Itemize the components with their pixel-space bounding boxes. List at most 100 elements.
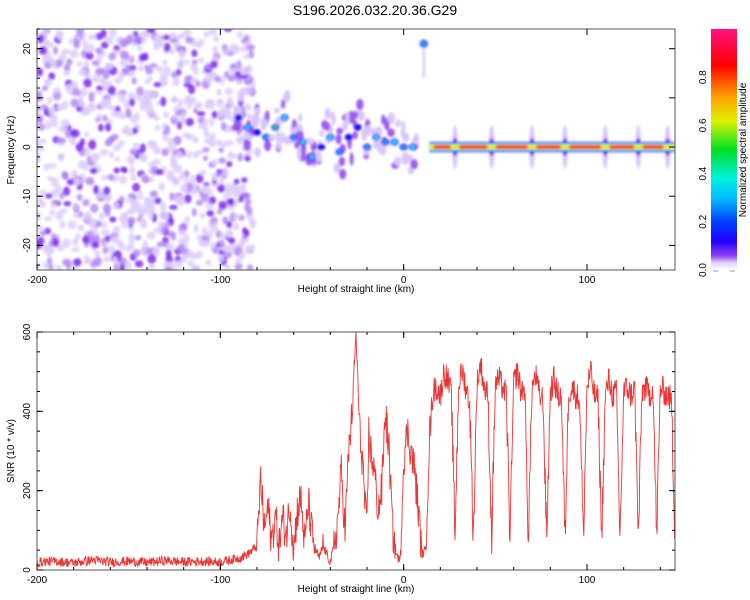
signal-core [319, 145, 324, 150]
noise-blob [100, 29, 107, 39]
noise-blob [73, 258, 82, 267]
signal-core [392, 140, 397, 145]
noise-blob [104, 98, 112, 108]
noise-blob [98, 212, 106, 220]
noise-blob [54, 184, 63, 193]
noise-blob [128, 70, 136, 76]
noise-blob [90, 225, 98, 235]
noise-blob [170, 264, 177, 270]
noise-blob [233, 178, 240, 185]
noise-blob [132, 127, 138, 135]
colorbar-tick-label: 0.6 [698, 118, 709, 132]
noise-blob [82, 235, 90, 244]
noise-blob [49, 209, 56, 216]
noise-blob [221, 48, 230, 56]
noise-blob [215, 230, 222, 239]
noise-blob [217, 255, 225, 263]
noise-blob [182, 59, 190, 65]
noise-blob [65, 84, 72, 93]
noise-blob [68, 37, 75, 45]
carrier-segment [536, 145, 561, 150]
noise-blob [141, 175, 150, 184]
noise-blob [108, 245, 116, 252]
noise-blob [127, 208, 134, 215]
noise-blob [172, 114, 179, 120]
noise-blob [249, 221, 256, 230]
colorbar-gradient [711, 29, 737, 270]
noise-blob [224, 87, 233, 96]
noise-blob [230, 63, 237, 70]
noise-blob [246, 44, 256, 51]
noise-blob [184, 75, 192, 84]
noise-blob [149, 190, 158, 198]
noise-blob [131, 202, 139, 208]
noise-blob [52, 90, 62, 101]
noise-blob [232, 214, 241, 220]
colorbar-tick-label: 0.2 [698, 214, 709, 228]
noise-blob [176, 151, 184, 160]
noise-blob [226, 229, 233, 239]
noise-blob [163, 34, 171, 41]
noise-blob [193, 136, 199, 144]
noise-blob [107, 173, 115, 181]
noise-blob [154, 197, 162, 205]
noise-blob [183, 82, 192, 88]
noise-blob [192, 107, 199, 114]
signal-halo [403, 153, 411, 165]
noise-blob [225, 140, 234, 146]
spectrogram-y-tick-label: 20 [22, 43, 33, 55]
noise-blob [152, 248, 161, 257]
snr-x-axis-label: Height of straight line (km) [298, 584, 415, 595]
noise-blob [56, 30, 64, 41]
noise-blob [37, 195, 43, 204]
signal-halo [365, 124, 372, 137]
noise-blob [99, 148, 109, 156]
noise-blob [224, 112, 233, 120]
spectrogram-y-axis-label: Frequency (Hz) [6, 116, 17, 185]
noise-blob [206, 209, 215, 217]
noise-blob [37, 152, 41, 163]
noise-blob [248, 49, 255, 59]
noise-blob [142, 89, 152, 100]
noise-blob [164, 125, 171, 135]
noise-blob [191, 208, 197, 217]
noise-blob [37, 137, 43, 144]
noise-blob [43, 163, 49, 172]
colorbar: 0.0 0.2 0.4 0.6 0.8 Normalized spectral ampl… [698, 29, 749, 277]
noise-blob [193, 224, 199, 234]
signal-halo [387, 112, 396, 125]
noise-blob [197, 57, 205, 64]
spectrogram-y-tick-label: 10 [22, 92, 33, 104]
noise-blob [101, 228, 110, 236]
noise-blob [137, 45, 143, 52]
noise-blob [188, 96, 197, 104]
signal-halo [354, 110, 359, 119]
noise-blob [37, 67, 44, 77]
noise-blob [220, 231, 226, 240]
spectrogram-feature [233, 90, 419, 180]
noise-blob [171, 71, 179, 79]
noise-blob [118, 175, 128, 184]
noise-blob [149, 176, 155, 183]
noise-blob [183, 215, 191, 224]
noise-blob [172, 77, 180, 87]
noise-blob [44, 216, 52, 222]
noise-blob [38, 189, 47, 196]
noise-blob [83, 211, 92, 222]
noise-blob [128, 240, 135, 251]
noise-blob [49, 119, 59, 128]
signal-halo [276, 137, 281, 151]
noise-blob [132, 182, 141, 192]
noise-blob [140, 217, 146, 226]
noise-blob [152, 145, 162, 155]
noise-blob [227, 75, 236, 82]
noise-blob [211, 221, 218, 231]
noise-blob [169, 38, 178, 44]
noise-blob [185, 117, 194, 127]
noise-blob [215, 139, 223, 147]
noise-blob [148, 262, 155, 270]
spectrogram-y-tick-label: 0 [22, 144, 33, 150]
signal-halo [323, 121, 331, 131]
noise-blob [48, 72, 56, 81]
noise-blob [96, 188, 106, 199]
